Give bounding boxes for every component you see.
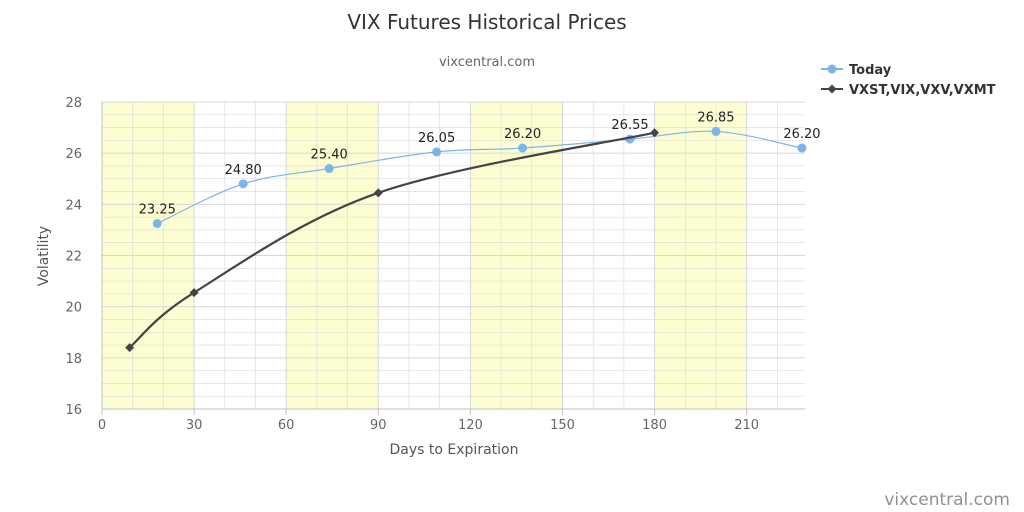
series-0-point (797, 143, 807, 153)
x-tick-label: 210 (734, 418, 759, 433)
legend-marker-term-structure (827, 84, 837, 94)
legend-marker-today (827, 64, 837, 74)
chart-subtitle: vixcentral.com (439, 55, 535, 70)
y-tick-label: 18 (65, 352, 82, 367)
y-tick-label: 20 (65, 301, 82, 316)
data-label: 26.55 (611, 118, 648, 133)
data-label: 26.05 (418, 131, 455, 146)
data-label: 26.20 (504, 127, 541, 142)
legend-label-term-structure: VXST,VIX,VXV,VXMT (849, 83, 996, 98)
x-axis-title: Days to Expiration (390, 442, 519, 458)
series-1-point (373, 188, 383, 198)
x-tick-label: 180 (642, 418, 667, 433)
series-1-point (125, 343, 135, 353)
y-tick-labels: 16 18 20 22 24 26 28 (65, 96, 82, 418)
x-tick-label: 30 (186, 418, 203, 433)
series-0-point (432, 147, 442, 157)
y-tick-label: 16 (65, 403, 82, 418)
data-labels: 23.25 24.80 25.40 26.05 26.20 26.55 26.85 26.20 (139, 110, 821, 217)
y-axis-title: Volatility (36, 226, 52, 286)
legend-item-term-structure[interactable]: VXST,VIX,VXV,VXMT (821, 83, 996, 98)
series-0-point (152, 219, 162, 229)
x-tick-label: 120 (458, 418, 483, 433)
y-tick-label: 24 (65, 198, 82, 213)
chart-title: VIX Futures Historical Prices (347, 10, 626, 34)
x-tick-label: 0 (98, 418, 106, 433)
data-label: 26.20 (783, 127, 820, 142)
series-0-point (518, 143, 528, 153)
series-layer (125, 126, 807, 353)
data-label: 23.25 (139, 203, 176, 218)
y-tick-label: 28 (65, 96, 82, 111)
y-tick-label: 26 (65, 147, 82, 162)
legend[interactable]: Today VXST,VIX,VXV,VXMT (821, 63, 996, 98)
legend-item-today[interactable]: Today (821, 63, 892, 78)
data-label: 24.80 (225, 163, 262, 178)
data-label: 26.85 (697, 110, 734, 125)
series-line-1 (128, 131, 655, 349)
legend-label-today: Today (849, 63, 892, 78)
x-tick-label: 150 (550, 418, 575, 433)
series-1-point (189, 288, 199, 298)
x-tick-label: 90 (370, 418, 387, 433)
series-0-point (324, 164, 334, 174)
series-0-point (711, 126, 721, 136)
axes (101, 102, 805, 410)
credit-link[interactable]: vixcentral.com (884, 490, 1010, 510)
x-tick-labels: 0 30 60 90 120 150 180 210 (98, 409, 759, 433)
series-1-point (650, 128, 660, 138)
y-tick-label: 22 (65, 250, 82, 265)
data-label: 25.40 (311, 148, 348, 163)
series-0-point (238, 179, 248, 189)
x-tick-label: 60 (278, 418, 295, 433)
series-line-0 (157, 130, 803, 225)
